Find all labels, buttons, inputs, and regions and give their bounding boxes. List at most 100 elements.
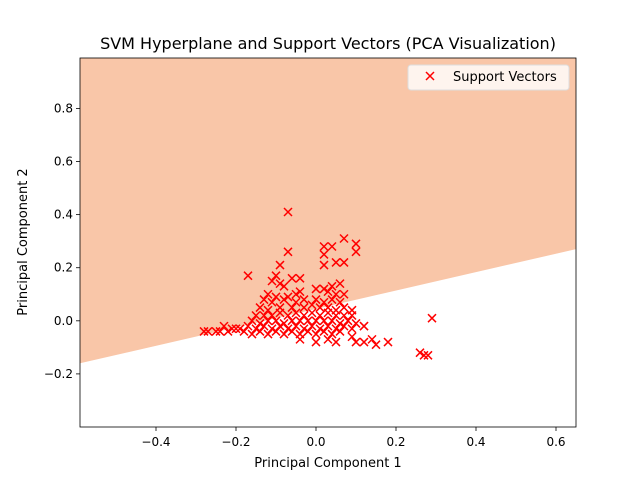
support-vector-marker	[327, 329, 337, 339]
x-tick-label: 0.2	[386, 435, 405, 449]
support-vector-marker	[319, 241, 329, 252]
support-vector-marker	[267, 276, 277, 286]
support-vector-marker	[339, 257, 349, 267]
support-vector-marker	[199, 326, 209, 336]
support-vector-marker	[359, 337, 369, 347]
support-vector-marker	[295, 316, 305, 326]
support-vector-marker	[235, 324, 245, 334]
support-vector-marker	[215, 326, 225, 336]
support-vector-marker	[351, 247, 361, 257]
support-vector-marker	[423, 350, 433, 360]
support-vector-marker	[299, 324, 309, 334]
support-vector-marker	[267, 324, 277, 334]
x-axis-label: Principal Component 1	[254, 456, 401, 471]
x-axis: −0.4 −0.2 0.0 0.2 0.4 0.6	[141, 427, 566, 449]
support-vector-marker	[351, 239, 361, 249]
support-vector-marker	[311, 284, 321, 294]
support-vector-marker	[263, 289, 273, 299]
legend-label: Support Vectors	[453, 70, 557, 85]
support-vector-marker	[299, 295, 309, 305]
support-vector-marker	[303, 316, 313, 326]
support-vector-marker	[299, 303, 309, 313]
support-vector-marker	[275, 279, 285, 289]
support-vector-marker	[327, 241, 337, 252]
support-vector-marker	[275, 260, 285, 270]
support-vector-marker	[251, 310, 261, 321]
support-vector-marker	[283, 247, 293, 257]
support-vector-marker	[223, 326, 233, 336]
support-vector-marker	[347, 324, 357, 334]
support-vector-marker	[331, 310, 341, 321]
support-vector-marker	[339, 289, 349, 299]
support-vector-marker	[323, 287, 333, 297]
support-vector-marker	[371, 340, 381, 350]
y-tick-label: 0.4	[54, 208, 73, 222]
support-vector-marker	[271, 271, 281, 281]
support-vector-marker	[283, 324, 293, 334]
support-vector-marker	[295, 287, 305, 297]
support-vector-marker	[211, 326, 221, 336]
plot-area	[79, 57, 577, 428]
support-vector-marker	[311, 316, 321, 326]
support-vector-marker	[287, 303, 297, 313]
support-vector-marker	[339, 310, 349, 321]
support-vector-marker	[255, 326, 265, 336]
y-tick-label: 0.6	[54, 155, 73, 169]
support-vector-marker	[339, 321, 349, 331]
y-tick-label: 0.2	[54, 261, 73, 275]
support-vector-marker	[331, 289, 341, 299]
support-vector-marker	[287, 273, 297, 283]
support-vector-marker	[271, 292, 281, 302]
x-tick-label: 0.6	[546, 435, 565, 449]
support-vector-marker	[283, 207, 293, 217]
support-vector-marker	[347, 310, 357, 321]
support-vector-marker	[307, 300, 317, 310]
support-vector-marker	[327, 316, 337, 326]
support-vector-marker	[283, 310, 293, 321]
y-tick-label: −0.2	[44, 367, 73, 381]
y-tick-label: 0.0	[54, 314, 73, 328]
support-vector-marker	[279, 329, 289, 339]
support-vector-marker	[323, 334, 333, 344]
support-vector-marker	[319, 326, 329, 336]
support-vector-marker	[351, 337, 361, 347]
support-vector-marker	[311, 337, 321, 347]
decision-regions	[80, 58, 576, 427]
support-vector-marker	[339, 233, 349, 244]
support-vector-marker	[319, 249, 329, 259]
support-vector-marker	[331, 257, 341, 267]
y-axis-label: Principal Component 2	[16, 168, 31, 315]
support-vector-marker	[271, 326, 281, 336]
support-vector-marker	[203, 326, 213, 336]
support-vector-marker	[259, 321, 269, 331]
support-vector-marker	[255, 318, 265, 328]
support-vector-marker	[271, 316, 281, 326]
support-vector-marker	[227, 324, 237, 334]
support-vector-marker	[339, 303, 349, 313]
support-vector-marker	[279, 295, 289, 305]
support-vector-marker	[263, 316, 273, 326]
support-vector-marker	[263, 305, 273, 315]
support-vector-marker	[343, 316, 353, 326]
support-vector-marker	[259, 310, 269, 321]
support-vector-marker	[323, 308, 333, 318]
support-vector-marker	[283, 292, 293, 302]
support-vector-marker	[335, 326, 345, 336]
support-vector-marker	[307, 321, 317, 331]
support-vector-marker	[247, 316, 257, 326]
support-vector-marker	[315, 303, 325, 313]
support-vector-marker	[319, 297, 329, 307]
support-vector-marker	[311, 329, 321, 339]
support-vector-marker	[419, 350, 429, 360]
support-vector-marker	[247, 329, 257, 339]
support-vector-marker	[311, 295, 321, 305]
plot-frame	[79, 57, 577, 428]
x-tick-label: −0.2	[221, 435, 250, 449]
support-vector-marker	[315, 324, 325, 334]
support-vector-marker	[299, 310, 309, 321]
x-tick-label: −0.4	[141, 435, 170, 449]
support-vector-marker	[315, 310, 325, 321]
support-vector-marker	[291, 289, 301, 299]
support-vector-marker	[239, 326, 249, 336]
support-vector-marker	[303, 326, 313, 336]
